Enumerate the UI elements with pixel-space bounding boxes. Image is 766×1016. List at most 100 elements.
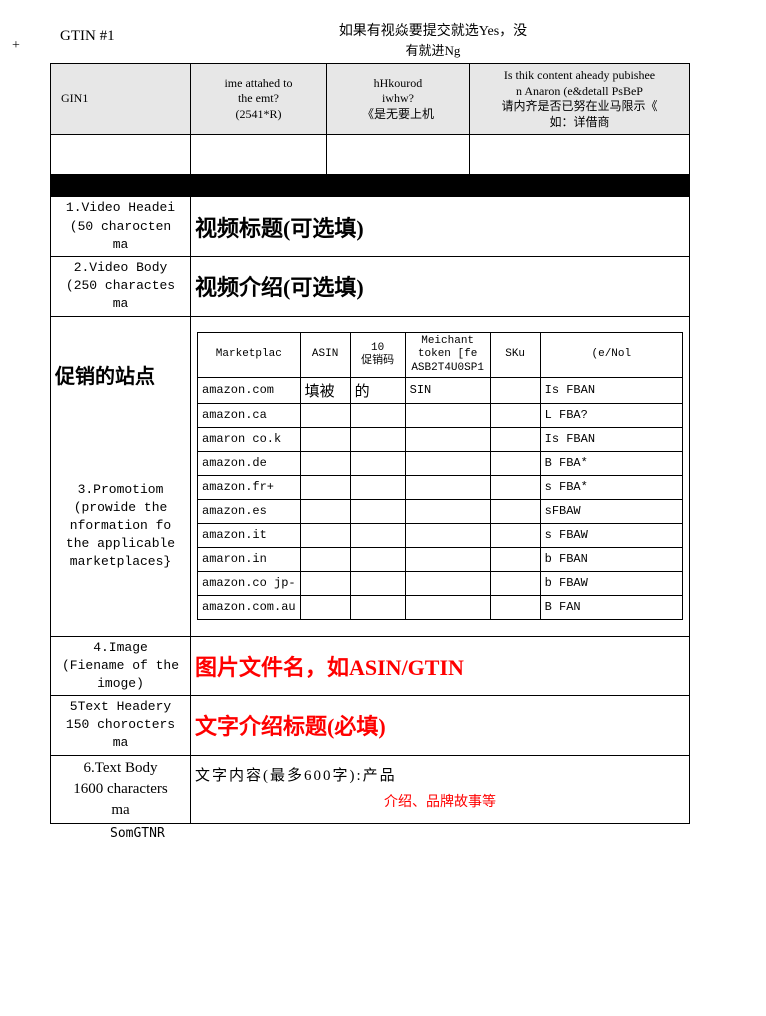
- row-video-body: 2.Video Body (250 charactes ma 视频介绍(可选填): [51, 256, 690, 316]
- sku-cell[interactable]: [490, 475, 540, 499]
- text-body-value[interactable]: 文字内容(最多600字):产品 介绍、品牌故事等: [191, 755, 690, 823]
- fba-cell: sFBAW: [540, 499, 682, 523]
- inner-header-row: Marketplac ASIN 10 促销码 Meichant token [f…: [198, 333, 683, 378]
- promo-cell[interactable]: [350, 499, 405, 523]
- fba-cell: L FBA?: [540, 403, 682, 427]
- video-header-label: 1.Video Headei (50 charocten ma: [51, 197, 191, 257]
- image-value[interactable]: 图片文件名，如ASIN/GTIN: [191, 636, 690, 696]
- fba-cell: b FBAN: [540, 547, 682, 571]
- row-image: 4.Image (Fiename of the imoge) 图片文件名，如AS…: [51, 636, 690, 696]
- merchant-cell[interactable]: [405, 499, 490, 523]
- black-divider-row: [51, 175, 690, 197]
- asin-cell[interactable]: [300, 547, 350, 571]
- gtin-title: GTIN #1: [30, 20, 190, 45]
- fba-cell: s FBA*: [540, 475, 682, 499]
- row-text-body: 6.Text Body 1600 characters ma 文字内容(最多60…: [51, 755, 690, 823]
- merchant-cell[interactable]: [405, 547, 490, 571]
- mp-cell: amaron co.k: [198, 427, 301, 451]
- sku-cell[interactable]: [490, 571, 540, 595]
- marketplace-row: amazon.es sFBAW: [198, 499, 683, 523]
- asin-cell[interactable]: [300, 475, 350, 499]
- sku-cell[interactable]: [490, 547, 540, 571]
- promo-cell[interactable]: [350, 475, 405, 499]
- fba-cell: B FBA*: [540, 451, 682, 475]
- sku-cell[interactable]: [490, 451, 540, 475]
- marketplace-row: amaron.inb FBAN: [198, 547, 683, 571]
- marketplace-table: Marketplac ASIN 10 促销码 Meichant token [f…: [197, 332, 683, 620]
- text-header-label: 5Text Headery 150 chorocters ma: [51, 696, 191, 756]
- promo-cell[interactable]: 的: [350, 377, 405, 403]
- merchant-cell[interactable]: [405, 451, 490, 475]
- note-line1: 如果有视焱要提交就选Yes，没: [190, 20, 676, 40]
- top-note: 如果有视焱要提交就选Yes，没 有就进Ng: [190, 20, 736, 59]
- asin-cell[interactable]: 填被: [300, 377, 350, 403]
- col1-header: GIN1: [51, 64, 191, 135]
- promo-cell[interactable]: [350, 451, 405, 475]
- marketplace-row: amazon.com.au B FAN: [198, 595, 683, 619]
- asin-cell[interactable]: [300, 427, 350, 451]
- video-header-value[interactable]: 视频标题(可选填): [191, 197, 690, 257]
- sku-header: SKu: [490, 333, 540, 378]
- sku-cell[interactable]: [490, 377, 540, 403]
- main-table: GIN1 ime attahed to the emt? (2541*R) hH…: [50, 63, 690, 824]
- promo-header: 10 促销码: [350, 333, 405, 378]
- marketplace-row: amazon.its FBAW: [198, 523, 683, 547]
- merchant-cell[interactable]: [405, 427, 490, 451]
- marketplace-row: amazon.ca L FBA?: [198, 403, 683, 427]
- video-body-label: 2.Video Body (250 charactes ma: [51, 256, 191, 316]
- sku-cell[interactable]: [490, 523, 540, 547]
- fba-cell: Is FBAN: [540, 377, 682, 403]
- merchant-cell[interactable]: [405, 595, 490, 619]
- mp-cell: amazon.it: [198, 523, 301, 547]
- promo-cell[interactable]: [350, 427, 405, 451]
- mp-cell: amazon.de: [198, 451, 301, 475]
- promo-cell[interactable]: [350, 571, 405, 595]
- marketplace-row: amazon.fr+s FBA*: [198, 475, 683, 499]
- sku-cell[interactable]: [490, 427, 540, 451]
- col4-header: Is thik content aheady pubishee n Anaron…: [470, 64, 690, 135]
- sku-cell[interactable]: [490, 499, 540, 523]
- merchant-cell[interactable]: [405, 523, 490, 547]
- asin-cell[interactable]: [300, 523, 350, 547]
- mp-cell: amazon.es: [198, 499, 301, 523]
- image-label: 4.Image (Fiename of the imoge): [51, 636, 191, 696]
- row-video-header: 1.Video Headei (50 charocten ma 视频标题(可选填…: [51, 197, 690, 257]
- footer-text: SomGTNR: [110, 826, 736, 841]
- video-body-value[interactable]: 视频介绍(可选填): [191, 256, 690, 316]
- text-header-value[interactable]: 文字介绍标题(必填): [191, 696, 690, 756]
- asin-cell[interactable]: [300, 451, 350, 475]
- asin-cell[interactable]: [300, 571, 350, 595]
- plus-mark: +: [12, 38, 20, 54]
- mp-cell: amazon.co jp-: [198, 571, 301, 595]
- enol-header: (e/Nol: [540, 333, 682, 378]
- asin-cell[interactable]: [300, 595, 350, 619]
- sku-cell[interactable]: [490, 595, 540, 619]
- promo-cell[interactable]: [350, 547, 405, 571]
- empty-input-row: [51, 135, 690, 175]
- col2-header: ime attahed to the emt? (2541*R): [191, 64, 327, 135]
- merchant-cell[interactable]: [405, 571, 490, 595]
- merchant-cell[interactable]: [405, 475, 490, 499]
- col3-header: hHkourod iwhw? 《是无要上机: [326, 64, 469, 135]
- promo-cell[interactable]: [350, 523, 405, 547]
- note-line2: 有就进Ng: [190, 40, 676, 59]
- marketplace-row: amazon.co jp-b FBAW: [198, 571, 683, 595]
- mp-header: Marketplac: [198, 333, 301, 378]
- promo-cell[interactable]: [350, 595, 405, 619]
- mp-cell: amazon.ca: [198, 403, 301, 427]
- text-body-label: 6.Text Body 1600 characters ma: [51, 755, 191, 823]
- sku-cell[interactable]: [490, 403, 540, 427]
- mp-cell: amazon.com.au: [198, 595, 301, 619]
- row-promotion: 促销的站点 3.Promotiom (prowide the nformatio…: [51, 316, 690, 636]
- merchant-cell[interactable]: [405, 403, 490, 427]
- merchant-cell[interactable]: SIN: [405, 377, 490, 403]
- promo-cell[interactable]: [350, 403, 405, 427]
- marketplace-row: amazon.de B FBA*: [198, 451, 683, 475]
- header-row: GIN1 ime attahed to the emt? (2541*R) hH…: [51, 64, 690, 135]
- asin-cell[interactable]: [300, 499, 350, 523]
- promotion-inner: Marketplac ASIN 10 促销码 Meichant token [f…: [191, 316, 690, 636]
- fba-cell: B FAN: [540, 595, 682, 619]
- asin-cell[interactable]: [300, 403, 350, 427]
- marketplace-row: amaron co.kIs FBAN: [198, 427, 683, 451]
- merchant-header: Meichant token [fe ASB2T4U0SP1: [405, 333, 490, 378]
